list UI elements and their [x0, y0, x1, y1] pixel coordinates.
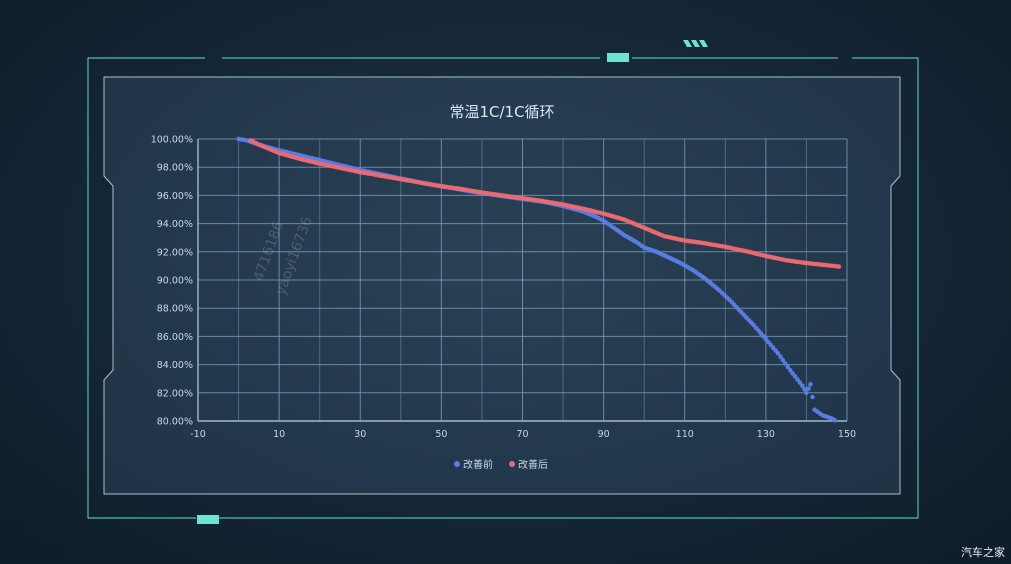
brand-label: 汽车之家 — [961, 546, 1005, 559]
top-accent-bar — [607, 53, 629, 62]
bottom-accent-bar — [197, 515, 219, 524]
data-point — [775, 351, 781, 356]
data-point — [804, 390, 809, 396]
data-point — [808, 382, 813, 387]
data-point — [787, 367, 793, 373]
grid — [197, 138, 848, 422]
legend: 改善前 改善后 — [454, 458, 548, 471]
x-tick-label: 150 — [838, 429, 856, 440]
series — [236, 136, 842, 423]
chart-title: 常温1C/1C循环 — [449, 103, 554, 121]
data-point — [802, 387, 807, 392]
data-point — [790, 371, 795, 376]
x-tick-label: 50 — [435, 429, 447, 440]
legend-label: 改善前 — [463, 458, 493, 471]
x-tick-label: 30 — [354, 429, 366, 440]
y-tick-label: 92.00% — [157, 247, 193, 258]
data-point — [806, 386, 811, 391]
watermark: 4716186 yaoyi16736 — [251, 215, 316, 298]
y-tick-label: 88.00% — [157, 304, 193, 315]
slash-accent — [683, 40, 708, 47]
y-tick-label: 94.00% — [157, 219, 193, 230]
x-tick-label: 130 — [757, 429, 775, 440]
y-tick-label: 96.00% — [157, 191, 193, 202]
data-point — [832, 418, 838, 423]
data-point — [783, 361, 788, 366]
legend-marker — [509, 461, 515, 467]
y-tick-label: 90.00% — [157, 276, 193, 287]
data-point — [778, 354, 783, 360]
inner-panel — [103, 76, 901, 495]
series-2 — [248, 138, 842, 269]
y-tick-label: 84.00% — [157, 360, 193, 371]
outer-frame-border — [88, 57, 919, 519]
data-point — [795, 377, 800, 382]
data-point — [780, 357, 786, 363]
y-tick-label: 80.00% — [157, 417, 193, 428]
y-tick-label: 100.00% — [151, 135, 193, 146]
x-tick-label: 10 — [273, 429, 285, 440]
data-point — [797, 380, 803, 385]
legend-marker — [454, 461, 460, 467]
data-point — [800, 383, 805, 389]
data-point — [785, 364, 791, 370]
data-point — [792, 374, 798, 379]
legend-label: 改善后 — [518, 458, 548, 471]
x-tick-label: 110 — [676, 429, 694, 440]
x-tick-label: -10 — [190, 429, 206, 440]
y-tick-label: 98.00% — [157, 163, 193, 174]
x-tick-label: 90 — [598, 429, 610, 440]
data-point — [836, 264, 842, 269]
data-point — [810, 394, 815, 400]
y-tick-label: 82.00% — [157, 388, 193, 399]
y-tick-label: 86.00% — [157, 332, 193, 343]
x-tick-label: 70 — [516, 429, 528, 440]
axes: 80.00% 82.00% 84.00% 86.00% 88.00% 90.00% 92.0… — [151, 135, 856, 441]
